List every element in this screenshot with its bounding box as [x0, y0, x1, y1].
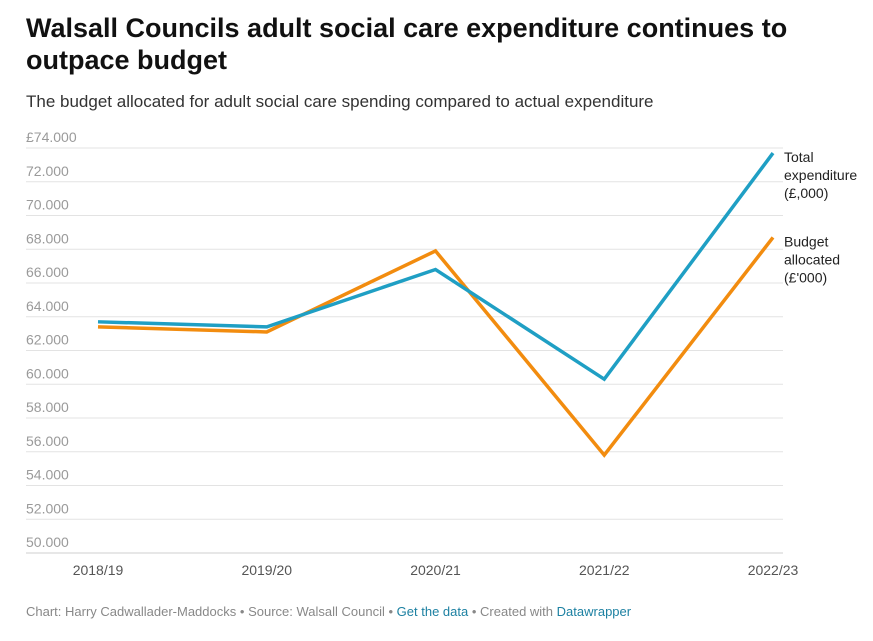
created-with-text: Created with	[480, 604, 554, 619]
y-tick-label: 66.000	[26, 264, 69, 280]
y-tick-label: 54.000	[26, 467, 69, 483]
y-tick-label: 50.000	[26, 534, 69, 550]
y-tick-label: 56.000	[26, 433, 69, 449]
x-tick-label: 2019/20	[241, 562, 292, 578]
series-labels: Total expenditure (£,000) Budget allocated (£…	[784, 149, 857, 285]
gridlines	[26, 147, 783, 554]
series-label-budget-allocated: Budget allocated (£'000)	[784, 233, 840, 285]
x-axis-ticks: 2018/19 2019/20 2020/21 2021/22 2022/23	[73, 562, 799, 578]
y-tick-label: 70.000	[26, 197, 69, 213]
source-credit: Source: Walsall Council	[248, 604, 385, 619]
series-label-total-expenditure: Total expenditure (£,000)	[784, 149, 857, 201]
chart-credit: Chart: Harry Cadwallader-Maddocks	[26, 604, 237, 619]
y-tick-label: £74.000	[26, 129, 77, 145]
chart-subtitle: The budget allocated for adult social ca…	[26, 92, 654, 111]
series-line-budget-allocated	[97, 236, 775, 458]
y-tick-label: 58.000	[26, 399, 69, 415]
y-axis-ticks: £74.000 72.000 70.000 68.000 66.000 64.000 62.…	[26, 129, 77, 550]
chart-footer: Chart: Harry Cadwallader-Maddocks • Sour…	[26, 604, 631, 619]
x-tick-label: 2020/21	[410, 562, 461, 578]
y-tick-label: 52.000	[26, 500, 69, 516]
y-tick-label: 62.000	[26, 332, 69, 348]
footer-separator: •	[239, 604, 245, 619]
y-tick-label: 60.000	[26, 365, 69, 381]
footer-separator: •	[471, 604, 477, 619]
series-lines	[97, 152, 775, 458]
footer-separator: •	[388, 604, 394, 619]
x-tick-label: 2018/19	[73, 562, 124, 578]
line-chart: £74.000 72.000 70.000 68.000 66.000 64.000 62.…	[26, 129, 857, 578]
x-tick-label: 2021/22	[579, 562, 630, 578]
y-tick-label: 68.000	[26, 230, 69, 246]
chart-title: Walsall Councils adult social care expen…	[26, 13, 788, 75]
series-line-total-expenditure	[97, 152, 775, 382]
y-tick-label: 64.000	[26, 298, 69, 314]
y-tick-label: 72.000	[26, 163, 69, 179]
datawrapper-link[interactable]: Datawrapper	[556, 604, 632, 619]
get-the-data-link[interactable]: Get the data	[396, 604, 469, 619]
x-tick-label: 2022/23	[748, 562, 799, 578]
